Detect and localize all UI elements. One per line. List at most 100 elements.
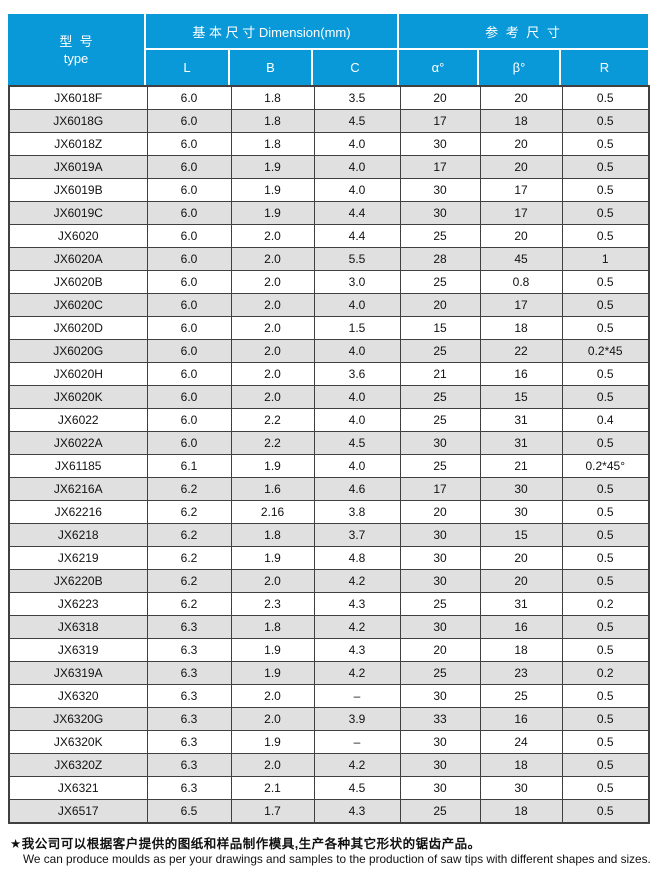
cell-type: JX6018Z [8,132,148,156]
cell-value: 1.9 [230,454,315,478]
cell-value: 4.2 [313,569,401,593]
header-dimension-group: 基 本 尺 寸 Dimension(mm) [146,14,399,50]
table-body: JX6018F 6.0 1.8 3.5 20 20 0.5 JX6018G 6.0 1.8 4.5 1… [8,85,650,824]
data-table: JX6018F 6.0 1.8 3.5 20 20 0.5 JX6018G 6.0 1.8 4.5 1… [8,85,650,824]
cell-value: 20 [479,85,563,110]
cell-value: 33 [399,707,481,731]
cell-value: 1.8 [230,109,315,133]
cell-value: 1.9 [230,201,315,225]
cell-value: 6.5 [146,799,232,824]
table-row: JX6219 6.2 1.9 4.8 30 20 0.5 [8,546,650,570]
cell-value: 2.2 [230,408,315,432]
cell-value: 20 [399,638,481,662]
cell-value: 17 [399,477,481,501]
table-row: JX6320G 6.3 2.0 3.9 33 16 0.5 [8,707,650,731]
table-row: JX6018G 6.0 1.8 4.5 17 18 0.5 [8,109,650,133]
header-col-beta: β° [479,50,561,85]
cell-value: 16 [479,615,563,639]
cell-value: 18 [479,799,563,824]
table-row: JX6321 6.3 2.1 4.5 30 30 0.5 [8,776,650,800]
cell-value: 0.5 [561,316,650,340]
cell-value: 3.7 [313,523,401,547]
cell-value: 0.5 [561,109,650,133]
cell-value: 4.5 [313,109,401,133]
footnote: ★我公司可以根据客户提供的图纸和样品制作模具,生产各种其它形状的锯齿产品。 We… [10,837,655,867]
cell-value: 4.2 [313,753,401,777]
header-col-L: L [146,50,230,85]
table-row: JX6019C 6.0 1.9 4.4 30 17 0.5 [8,201,650,225]
cell-value: 17 [399,155,481,179]
cell-value: 4.2 [313,615,401,639]
cell-value: 4.8 [313,546,401,570]
cell-value: 23 [479,661,563,685]
footnote-chinese: ★我公司可以根据客户提供的图纸和样品制作模具,生产各种其它形状的锯齿产品。 [10,837,481,851]
cell-value: 21 [399,362,481,386]
cell-value: 30 [399,776,481,800]
cell-value: 21 [479,454,563,478]
footnote-english: We can produce moulds as per your drawin… [23,852,651,866]
cell-value: 0.5 [561,753,650,777]
cell-value: 1.9 [230,178,315,202]
header-model-type: 型 号 type [8,14,146,85]
cell-value: 25 [399,270,481,294]
cell-value: 15 [399,316,481,340]
cell-value: 2.0 [230,339,315,363]
cell-value: 18 [479,316,563,340]
cell-type: JX6218 [8,523,148,547]
cell-value: 5.5 [313,247,401,271]
cell-type: JX6319 [8,638,148,662]
cell-value: 30 [399,684,481,708]
cell-value: 28 [399,247,481,271]
cell-value: 30 [399,523,481,547]
table-row: JX6320 6.3 2.0–30 25 0.5 [8,684,650,708]
cell-type: JX6020B [8,270,148,294]
cell-value: – [313,730,401,754]
table-row: JX6318 6.3 1.8 4.2 30 16 0.5 [8,615,650,639]
cell-type: JX6018G [8,109,148,133]
cell-value: 1.5 [313,316,401,340]
cell-value: 0.5 [561,707,650,731]
cell-value: 2.1 [230,776,315,800]
cell-value: 0.5 [561,569,650,593]
cell-value: 30 [479,500,563,524]
cell-value: 31 [479,431,563,455]
cell-value: 0.5 [561,132,650,156]
cell-value: 15 [479,385,563,409]
cell-value: 1.9 [230,155,315,179]
cell-value: 1.8 [230,85,315,110]
table-row: JX6022A 6.0 2.2 4.5 30 31 0.5 [8,431,650,455]
cell-value: 6.3 [146,753,232,777]
cell-value: – [313,684,401,708]
cell-value: 0.4 [561,408,650,432]
cell-value: 1.9 [230,661,315,685]
cell-value: 6.3 [146,730,232,754]
cell-value: 20 [399,85,481,110]
cell-value: 17 [479,201,563,225]
cell-value: 0.5 [561,615,650,639]
cell-value: 0.5 [561,270,650,294]
cell-value: 1.9 [230,638,315,662]
header-col-C: C [313,50,399,85]
cell-value: 25 [399,385,481,409]
cell-value: 6.0 [146,362,232,386]
cell-value: 0.5 [561,362,650,386]
cell-type: JX6319A [8,661,148,685]
cell-value: 31 [479,408,563,432]
cell-value: 6.2 [146,546,232,570]
cell-value: 20 [479,132,563,156]
cell-value: 6.0 [146,293,232,317]
cell-value: 30 [399,132,481,156]
cell-type: JX6019B [8,178,148,202]
cell-value: 17 [479,293,563,317]
table-row: JX6019B 6.0 1.9 4.0 30 17 0.5 [8,178,650,202]
cell-value: 1.8 [230,132,315,156]
cell-type: JX6220B [8,569,148,593]
table-row: JX6517 6.5 1.7 4.3 25 18 0.5 [8,799,650,824]
table-row: JX6018F 6.0 1.8 3.5 20 20 0.5 [8,85,650,110]
header-col-alpha: α° [399,50,479,85]
cell-value: 0.5 [561,431,650,455]
cell-type: JX62216 [8,500,148,524]
table-row: JX6020B 6.0 2.0 3.0 25 0.8 0.5 [8,270,650,294]
cell-value: 25 [399,454,481,478]
cell-value: 3.6 [313,362,401,386]
